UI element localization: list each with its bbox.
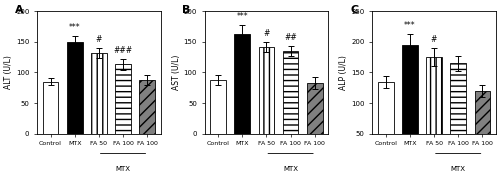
Bar	[283, 51, 298, 134]
Bar	[42, 82, 58, 134]
Bar	[426, 57, 442, 165]
Text: ###: ###	[114, 46, 132, 55]
Bar	[234, 34, 250, 134]
Text: #: #	[264, 29, 270, 38]
Bar	[474, 91, 490, 165]
Bar	[67, 42, 82, 134]
Bar	[258, 47, 274, 134]
Text: MTX: MTX	[450, 166, 466, 172]
Bar	[210, 80, 226, 134]
Text: ***: ***	[236, 12, 248, 21]
Text: B: B	[182, 5, 191, 15]
Text: MTX: MTX	[116, 166, 130, 172]
Bar	[307, 83, 322, 134]
Text: ***: ***	[404, 21, 415, 30]
Bar	[378, 82, 394, 165]
Text: #: #	[431, 35, 437, 44]
Text: A: A	[15, 5, 24, 15]
Bar	[115, 64, 131, 134]
Bar	[91, 53, 106, 134]
Text: #: #	[96, 35, 102, 44]
Bar	[140, 80, 155, 134]
Bar	[402, 45, 417, 165]
Text: ***: ***	[69, 23, 80, 32]
Text: ##: ##	[284, 33, 297, 42]
Y-axis label: AST (U/L): AST (U/L)	[172, 55, 181, 90]
Y-axis label: ALT (U/L): ALT (U/L)	[4, 55, 13, 89]
Text: C: C	[350, 5, 358, 15]
Y-axis label: ALP (U/L): ALP (U/L)	[340, 55, 348, 90]
Bar	[450, 63, 466, 165]
Text: MTX: MTX	[283, 166, 298, 172]
